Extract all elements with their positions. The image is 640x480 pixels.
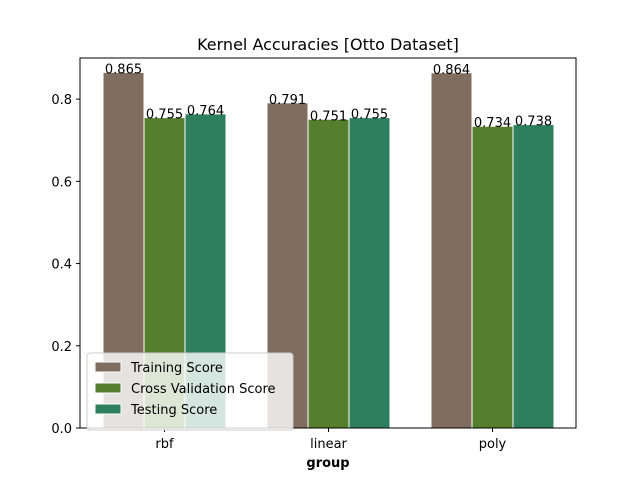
x-tick-label: rbf — [155, 437, 174, 452]
x-tick-label: poly — [479, 437, 507, 452]
data-label: 0.738 — [515, 115, 552, 130]
bar-poly-series-2 — [512, 124, 555, 429]
legend-swatch — [94, 382, 122, 394]
bar-linear-series-2 — [348, 117, 391, 429]
data-label: 0.764 — [187, 104, 224, 119]
y-tick-label: 0.4 — [51, 258, 72, 273]
legend-label: Testing Score — [130, 403, 217, 418]
data-label: 0.734 — [474, 116, 511, 131]
data-label: 0.755 — [351, 108, 388, 123]
data-label: 0.755 — [146, 108, 183, 123]
data-labels-group: 0.865 0.791 0.864 0.755 0.751 0.734 0.764 0.755… — [105, 62, 552, 131]
legend-swatch — [94, 403, 122, 415]
y-tick-label: 0.2 — [51, 340, 72, 355]
legend-swatch — [94, 361, 122, 373]
bar-poly-series-1 — [471, 125, 514, 429]
legend-label: Cross Validation Score — [131, 382, 276, 397]
x-axis: rbf linear poly — [155, 428, 507, 452]
legend-box — [86, 352, 294, 431]
bar-poly-series-0 — [430, 72, 473, 429]
data-label: 0.865 — [105, 62, 142, 77]
data-label: 0.864 — [433, 63, 470, 78]
legend-label: Training Score — [130, 361, 223, 376]
x-axis-label: group — [306, 456, 349, 471]
bar-linear-series-1 — [307, 118, 350, 429]
y-tick-label: 0.6 — [51, 175, 72, 190]
y-tick-label: 0.0 — [51, 422, 72, 437]
data-label: 0.791 — [269, 93, 306, 108]
x-tick-label: linear — [310, 437, 347, 452]
chart-title: Kernel Accuracies [Otto Dataset] — [197, 35, 459, 54]
y-axis: 0.0 0.2 0.4 0.6 0.8 — [51, 93, 80, 437]
data-label: 0.751 — [310, 109, 347, 124]
y-tick-label: 0.8 — [51, 93, 72, 108]
legend: Training Score Cross Validation Score Test… — [86, 352, 294, 431]
